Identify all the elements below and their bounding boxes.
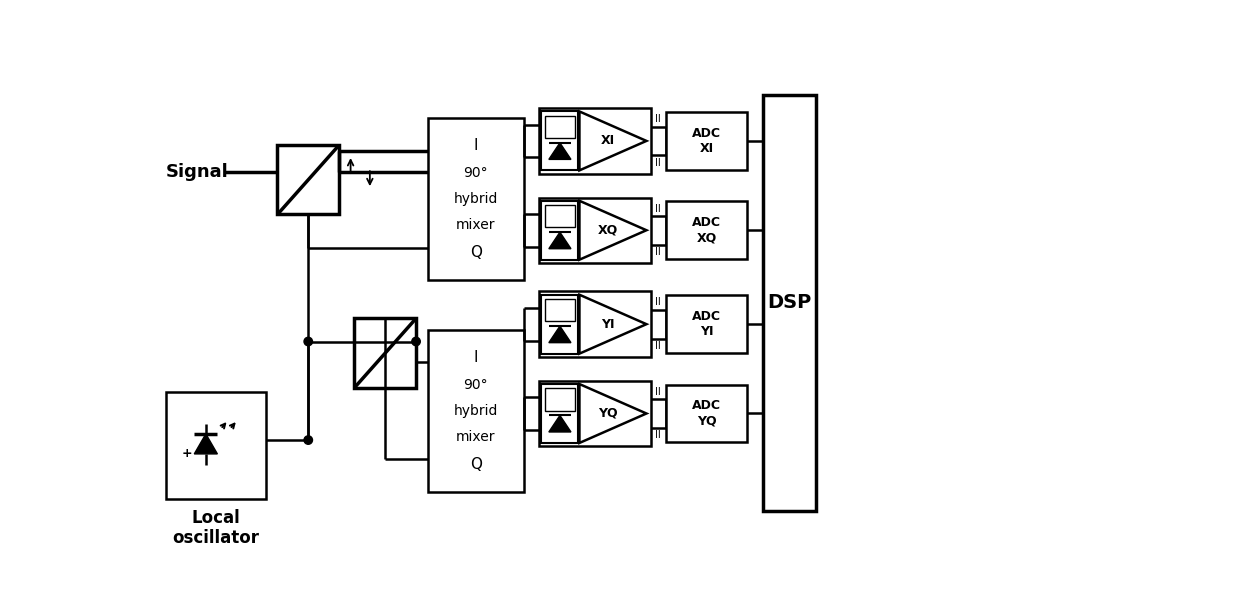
Text: +: + xyxy=(182,448,192,460)
Bar xyxy=(278,145,339,214)
Text: 90°: 90° xyxy=(464,166,489,180)
Bar xyxy=(666,385,748,442)
Polygon shape xyxy=(549,232,570,249)
Text: YQ: YQ xyxy=(598,407,618,420)
Bar xyxy=(546,388,574,410)
Polygon shape xyxy=(549,415,570,432)
Text: II: II xyxy=(655,387,661,397)
Text: mixer: mixer xyxy=(456,430,496,443)
Text: ADC
XI: ADC XI xyxy=(692,127,722,155)
Bar xyxy=(542,112,578,170)
Circle shape xyxy=(412,337,420,346)
Text: hybrid: hybrid xyxy=(454,192,498,206)
Bar xyxy=(428,118,523,280)
Text: ADC
YQ: ADC YQ xyxy=(692,400,722,427)
Text: I: I xyxy=(474,350,477,365)
Bar xyxy=(539,381,651,446)
Text: II: II xyxy=(655,341,661,351)
Text: oscillator: oscillator xyxy=(172,529,259,547)
Bar xyxy=(546,299,574,321)
Bar xyxy=(542,295,578,353)
Text: II: II xyxy=(655,247,661,257)
Circle shape xyxy=(304,337,312,346)
Text: 90°: 90° xyxy=(464,378,489,392)
Text: I: I xyxy=(474,138,477,153)
Text: YI: YI xyxy=(601,317,614,331)
Bar xyxy=(542,384,578,443)
Bar xyxy=(763,95,816,511)
Polygon shape xyxy=(579,201,646,260)
Text: II: II xyxy=(655,298,661,307)
Bar xyxy=(666,295,748,353)
Text: ADC
XQ: ADC XQ xyxy=(692,216,722,244)
Bar xyxy=(546,116,574,138)
Text: XQ: XQ xyxy=(598,224,618,237)
Bar xyxy=(539,108,651,173)
Polygon shape xyxy=(549,326,570,343)
Bar xyxy=(666,202,748,259)
Text: II: II xyxy=(655,430,661,440)
Polygon shape xyxy=(195,434,217,454)
Bar xyxy=(666,112,748,170)
Bar xyxy=(166,392,265,499)
Polygon shape xyxy=(579,295,646,353)
Text: Local: Local xyxy=(191,509,241,527)
Text: XI: XI xyxy=(600,134,615,148)
Polygon shape xyxy=(549,143,570,160)
Bar xyxy=(428,330,523,491)
Bar xyxy=(539,197,651,263)
Bar xyxy=(546,205,574,227)
Polygon shape xyxy=(579,112,646,170)
Circle shape xyxy=(304,436,312,444)
Text: Q: Q xyxy=(470,245,481,260)
Bar xyxy=(542,201,578,260)
Text: Q: Q xyxy=(470,457,481,472)
Text: DSP: DSP xyxy=(768,293,812,313)
Text: Signal: Signal xyxy=(166,163,228,181)
Text: II: II xyxy=(655,158,661,167)
Text: II: II xyxy=(655,114,661,124)
Polygon shape xyxy=(579,384,646,443)
Text: mixer: mixer xyxy=(456,218,496,232)
Bar xyxy=(539,292,651,357)
Text: II: II xyxy=(655,203,661,214)
Bar xyxy=(355,319,417,388)
Text: ADC
YI: ADC YI xyxy=(692,310,722,338)
Text: hybrid: hybrid xyxy=(454,404,498,418)
